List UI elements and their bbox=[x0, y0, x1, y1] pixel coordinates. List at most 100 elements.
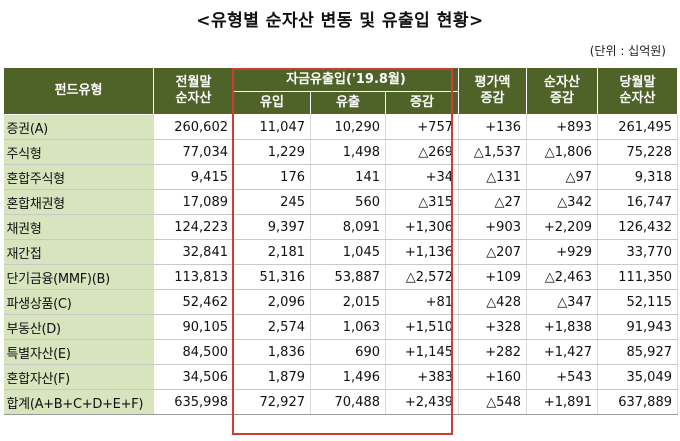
cell-outflow: 560 bbox=[310, 189, 386, 215]
row-fund-type: 재간접 bbox=[3, 239, 154, 265]
cell-net-flow: +1,136 bbox=[385, 239, 459, 265]
cell-inflow: 51,316 bbox=[233, 264, 311, 290]
header-valuation-line1: 평가액 bbox=[474, 75, 511, 90]
cell-prev-netasset: 52,462 bbox=[153, 289, 234, 315]
table-row: 주식형 77,034 1,229 1,498 △269 △1,537 △1,80… bbox=[3, 139, 678, 165]
cell-outflow: 1,045 bbox=[310, 239, 386, 265]
row-fund-type: 주식형 bbox=[3, 139, 154, 165]
table-row: 혼합주식형 9,415 176 141 +34 △131 △97 9,318 bbox=[3, 164, 678, 190]
cell-outflow: 70,488 bbox=[310, 389, 386, 415]
cell-current-netasset: 9,318 bbox=[597, 164, 678, 190]
header-prev-month-netasset: 전월말 순자산 bbox=[153, 67, 234, 115]
cell-netasset-change: +1,427 bbox=[526, 339, 598, 365]
cell-netasset-change: +1,838 bbox=[526, 314, 598, 340]
cell-inflow: 72,927 bbox=[233, 389, 311, 415]
cell-prev-netasset: 90,105 bbox=[153, 314, 234, 340]
cell-valuation-change: +282 bbox=[458, 339, 527, 365]
cell-inflow: 176 bbox=[233, 164, 311, 190]
cell-net-flow: △315 bbox=[385, 189, 459, 215]
cell-prev-netasset: 113,813 bbox=[153, 264, 234, 290]
cell-inflow: 1,836 bbox=[233, 339, 311, 365]
header-netasset-change-line2: 증감 bbox=[550, 91, 574, 106]
cell-current-netasset: 91,943 bbox=[597, 314, 678, 340]
cell-netasset-change: +893 bbox=[526, 114, 598, 140]
header-netasset-change: 순자산 증감 bbox=[526, 67, 598, 115]
cell-prev-netasset: 84,500 bbox=[153, 339, 234, 365]
cell-valuation-change: +903 bbox=[458, 214, 527, 240]
cell-outflow: 8,091 bbox=[310, 214, 386, 240]
row-fund-type: 혼합채권형 bbox=[3, 189, 154, 215]
cell-valuation-change: △131 bbox=[458, 164, 527, 190]
table-row: 재간접 32,841 2,181 1,045 +1,136 △207 +929 … bbox=[3, 239, 678, 265]
cell-netasset-change: △2,463 bbox=[526, 264, 598, 290]
cell-outflow: 141 bbox=[310, 164, 386, 190]
cell-netasset-change: +1,891 bbox=[526, 389, 598, 415]
row-fund-type: 특별자산(E) bbox=[3, 339, 154, 365]
cell-net-flow: +81 bbox=[385, 289, 459, 315]
cell-netasset-change: △342 bbox=[526, 189, 598, 215]
cell-prev-netasset: 124,223 bbox=[153, 214, 234, 240]
row-fund-type: 합계(A+B+C+D+E+F) bbox=[3, 389, 154, 415]
table-row: 단기금융(MMF)(B) 113,813 51,316 53,887 △2,57… bbox=[3, 264, 678, 290]
table-row: 파생상품(C) 52,462 2,096 2,015 +81 △428 △347… bbox=[3, 289, 678, 315]
cell-netasset-change: △347 bbox=[526, 289, 598, 315]
cell-inflow: 2,181 bbox=[233, 239, 311, 265]
row-fund-type: 혼합자산(F) bbox=[3, 364, 154, 390]
cell-valuation-change: △207 bbox=[458, 239, 527, 265]
header-inflow: 유입 bbox=[233, 91, 311, 115]
cell-prev-netasset: 635,998 bbox=[153, 389, 234, 415]
header-flow-group: 자금유출입('19.8월) bbox=[233, 67, 459, 92]
cell-net-flow: +1,145 bbox=[385, 339, 459, 365]
table-row: 특별자산(E) 84,500 1,836 690 +1,145 +282 +1,… bbox=[3, 339, 678, 365]
cell-current-netasset: 126,432 bbox=[597, 214, 678, 240]
header-valuation-change: 평가액 증감 bbox=[458, 67, 527, 115]
header-current-month-line2: 순자산 bbox=[619, 91, 656, 106]
cell-net-flow: △269 bbox=[385, 139, 459, 165]
cell-outflow: 1,063 bbox=[310, 314, 386, 340]
total-row: 합계(A+B+C+D+E+F) 635,998 72,927 70,488 +2… bbox=[3, 389, 678, 415]
row-fund-type: 부동산(D) bbox=[3, 314, 154, 340]
cell-net-flow: +34 bbox=[385, 164, 459, 190]
cell-valuation-change: △1,537 bbox=[458, 139, 527, 165]
header-net-flow: 증감 bbox=[385, 91, 459, 115]
header-current-month-line1: 당월말 bbox=[619, 75, 656, 90]
cell-prev-netasset: 34,506 bbox=[153, 364, 234, 390]
cell-outflow: 53,887 bbox=[310, 264, 386, 290]
table-row: 채권형 124,223 9,397 8,091 +1,306 +903 +2,2… bbox=[3, 214, 678, 240]
cell-prev-netasset: 260,602 bbox=[153, 114, 234, 140]
table-row: 혼합채권형 17,089 245 560 △315 △27 △342 16,74… bbox=[3, 189, 678, 215]
page-title: <유형별 순자산 변동 및 유출입 현황> bbox=[196, 11, 484, 31]
cell-valuation-change: +136 bbox=[458, 114, 527, 140]
table-row: 증권(A) 260,602 11,047 10,290 +757 +136 +8… bbox=[3, 114, 678, 140]
cell-net-flow: +757 bbox=[385, 114, 459, 140]
cell-inflow: 1,229 bbox=[233, 139, 311, 165]
header-fund-type: 펀드유형 bbox=[3, 67, 154, 115]
unit-label: (단위 : 십억원) bbox=[589, 44, 666, 58]
cell-outflow: 10,290 bbox=[310, 114, 386, 140]
cell-valuation-change: +160 bbox=[458, 364, 527, 390]
cell-net-flow: +383 bbox=[385, 364, 459, 390]
cell-outflow: 2,015 bbox=[310, 289, 386, 315]
cell-prev-netasset: 32,841 bbox=[153, 239, 234, 265]
row-fund-type: 채권형 bbox=[3, 214, 154, 240]
cell-inflow: 2,096 bbox=[233, 289, 311, 315]
cell-current-netasset: 33,770 bbox=[597, 239, 678, 265]
table-row: 혼합자산(F) 34,506 1,879 1,496 +383 +160 +54… bbox=[3, 364, 678, 390]
cell-current-netasset: 111,350 bbox=[597, 264, 678, 290]
cell-current-netasset: 35,049 bbox=[597, 364, 678, 390]
cell-netasset-change: +929 bbox=[526, 239, 598, 265]
cell-net-flow: +1,510 bbox=[385, 314, 459, 340]
cell-inflow: 245 bbox=[233, 189, 311, 215]
header-prev-month-line2: 순자산 bbox=[175, 91, 212, 106]
header-current-month-netasset: 당월말 순자산 bbox=[597, 67, 678, 115]
cell-valuation-change: △27 bbox=[458, 189, 527, 215]
cell-inflow: 9,397 bbox=[233, 214, 311, 240]
cell-netasset-change: +543 bbox=[526, 364, 598, 390]
cell-current-netasset: 52,115 bbox=[597, 289, 678, 315]
cell-netasset-change: +2,209 bbox=[526, 214, 598, 240]
cell-current-netasset: 16,747 bbox=[597, 189, 678, 215]
row-fund-type: 증권(A) bbox=[3, 114, 154, 140]
cell-prev-netasset: 9,415 bbox=[153, 164, 234, 190]
header-prev-month-line1: 전월말 bbox=[175, 75, 212, 90]
cell-valuation-change: +328 bbox=[458, 314, 527, 340]
